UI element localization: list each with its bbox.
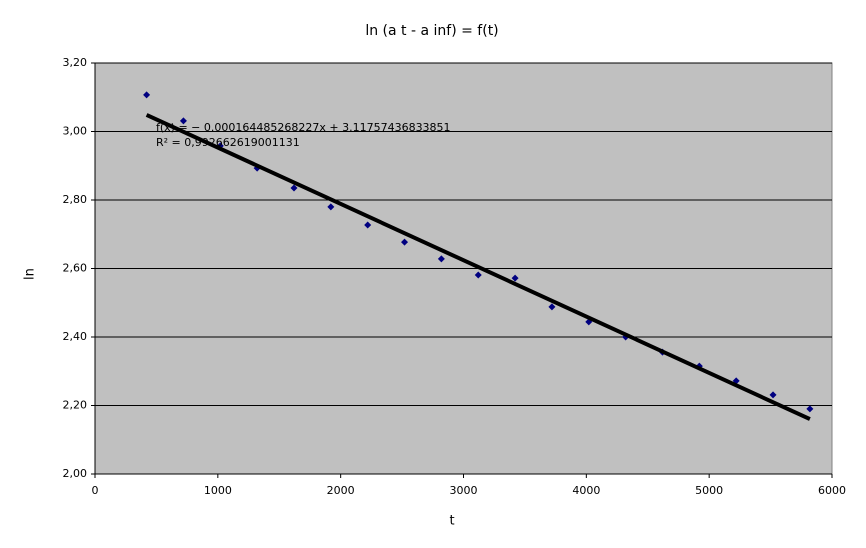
trend-equation: f(x) = − 0.000164485268227x + 3.11757436… xyxy=(156,121,451,134)
y-tick-label: 2,00 xyxy=(63,467,88,480)
trend-r2: R² = 0,992662619001131 xyxy=(156,136,300,149)
y-tick-label: 3,00 xyxy=(63,125,88,138)
chart-title: ln (a t - a inf) = f(t) xyxy=(365,23,498,39)
y-tick-label: 3,20 xyxy=(63,56,88,69)
trend-line xyxy=(145,113,811,421)
y-tick-label: 2,60 xyxy=(63,262,88,275)
data-point xyxy=(364,221,372,229)
data-point xyxy=(474,271,482,279)
y-axis-label: ln xyxy=(23,268,38,280)
y-tick-label: 2,80 xyxy=(63,193,88,206)
data-point xyxy=(511,274,519,282)
x-tick-label: 0 xyxy=(92,484,99,497)
data-point xyxy=(327,203,335,211)
data-point xyxy=(548,303,556,311)
x-tick-label: 2000 xyxy=(327,484,355,497)
x-tick-label: 5000 xyxy=(695,484,723,497)
x-tick-label: 1000 xyxy=(204,484,232,497)
data-point xyxy=(769,391,777,399)
x-tick-label: 6000 xyxy=(818,484,846,497)
x-tick-label: 4000 xyxy=(572,484,600,497)
data-point xyxy=(437,255,445,263)
data-point xyxy=(806,405,814,413)
x-axis-label: t xyxy=(449,514,454,529)
data-point xyxy=(401,238,409,246)
data-point xyxy=(179,117,187,125)
x-tick-label: 3000 xyxy=(450,484,478,497)
y-tick-label: 2,40 xyxy=(63,330,88,343)
data-point xyxy=(143,91,151,99)
y-tick-label: 2,20 xyxy=(63,399,88,412)
data-point xyxy=(290,184,298,192)
